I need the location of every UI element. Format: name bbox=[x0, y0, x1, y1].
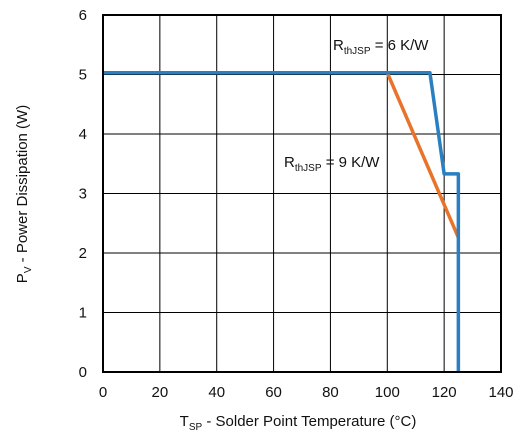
y-tick-label: 1 bbox=[79, 305, 87, 322]
x-tick-label: 120 bbox=[432, 384, 457, 401]
x-tick-label: 100 bbox=[375, 384, 400, 401]
x-tick-label: 20 bbox=[152, 384, 169, 401]
annotation-6kw: RthJSP = 6 K/W bbox=[333, 37, 429, 57]
y-tick-labels: 0 1 2 3 4 5 6 bbox=[79, 7, 87, 381]
y-tick-label: 0 bbox=[79, 364, 87, 381]
annotation-9kw: RthJSP = 9 K/W bbox=[284, 154, 380, 174]
x-tick-label: 0 bbox=[99, 384, 107, 401]
x-tick-labels: 0 20 40 60 80 100 120 140 bbox=[99, 384, 514, 401]
y-tick-label: 2 bbox=[79, 245, 87, 262]
series-line-1 bbox=[385, 72, 460, 239]
plot-frame bbox=[102, 14, 502, 373]
x-axis-label: TSP - Solder Point Temperature (°C) bbox=[180, 413, 417, 433]
grid bbox=[103, 15, 501, 372]
x-tick-label: 60 bbox=[265, 384, 282, 401]
y-tick-label: 3 bbox=[79, 186, 87, 203]
y-tick-label: 6 bbox=[79, 7, 87, 24]
y-axis-label: PV - Power Dissipation (W) bbox=[14, 105, 34, 283]
y-tick-label: 4 bbox=[79, 126, 87, 143]
x-tick-label: 40 bbox=[208, 384, 225, 401]
x-tick-label: 80 bbox=[322, 384, 339, 401]
series-layer bbox=[103, 70, 461, 372]
series-line-0 bbox=[103, 70, 461, 372]
x-tick-label: 140 bbox=[488, 384, 513, 401]
y-tick-label: 5 bbox=[79, 67, 87, 84]
